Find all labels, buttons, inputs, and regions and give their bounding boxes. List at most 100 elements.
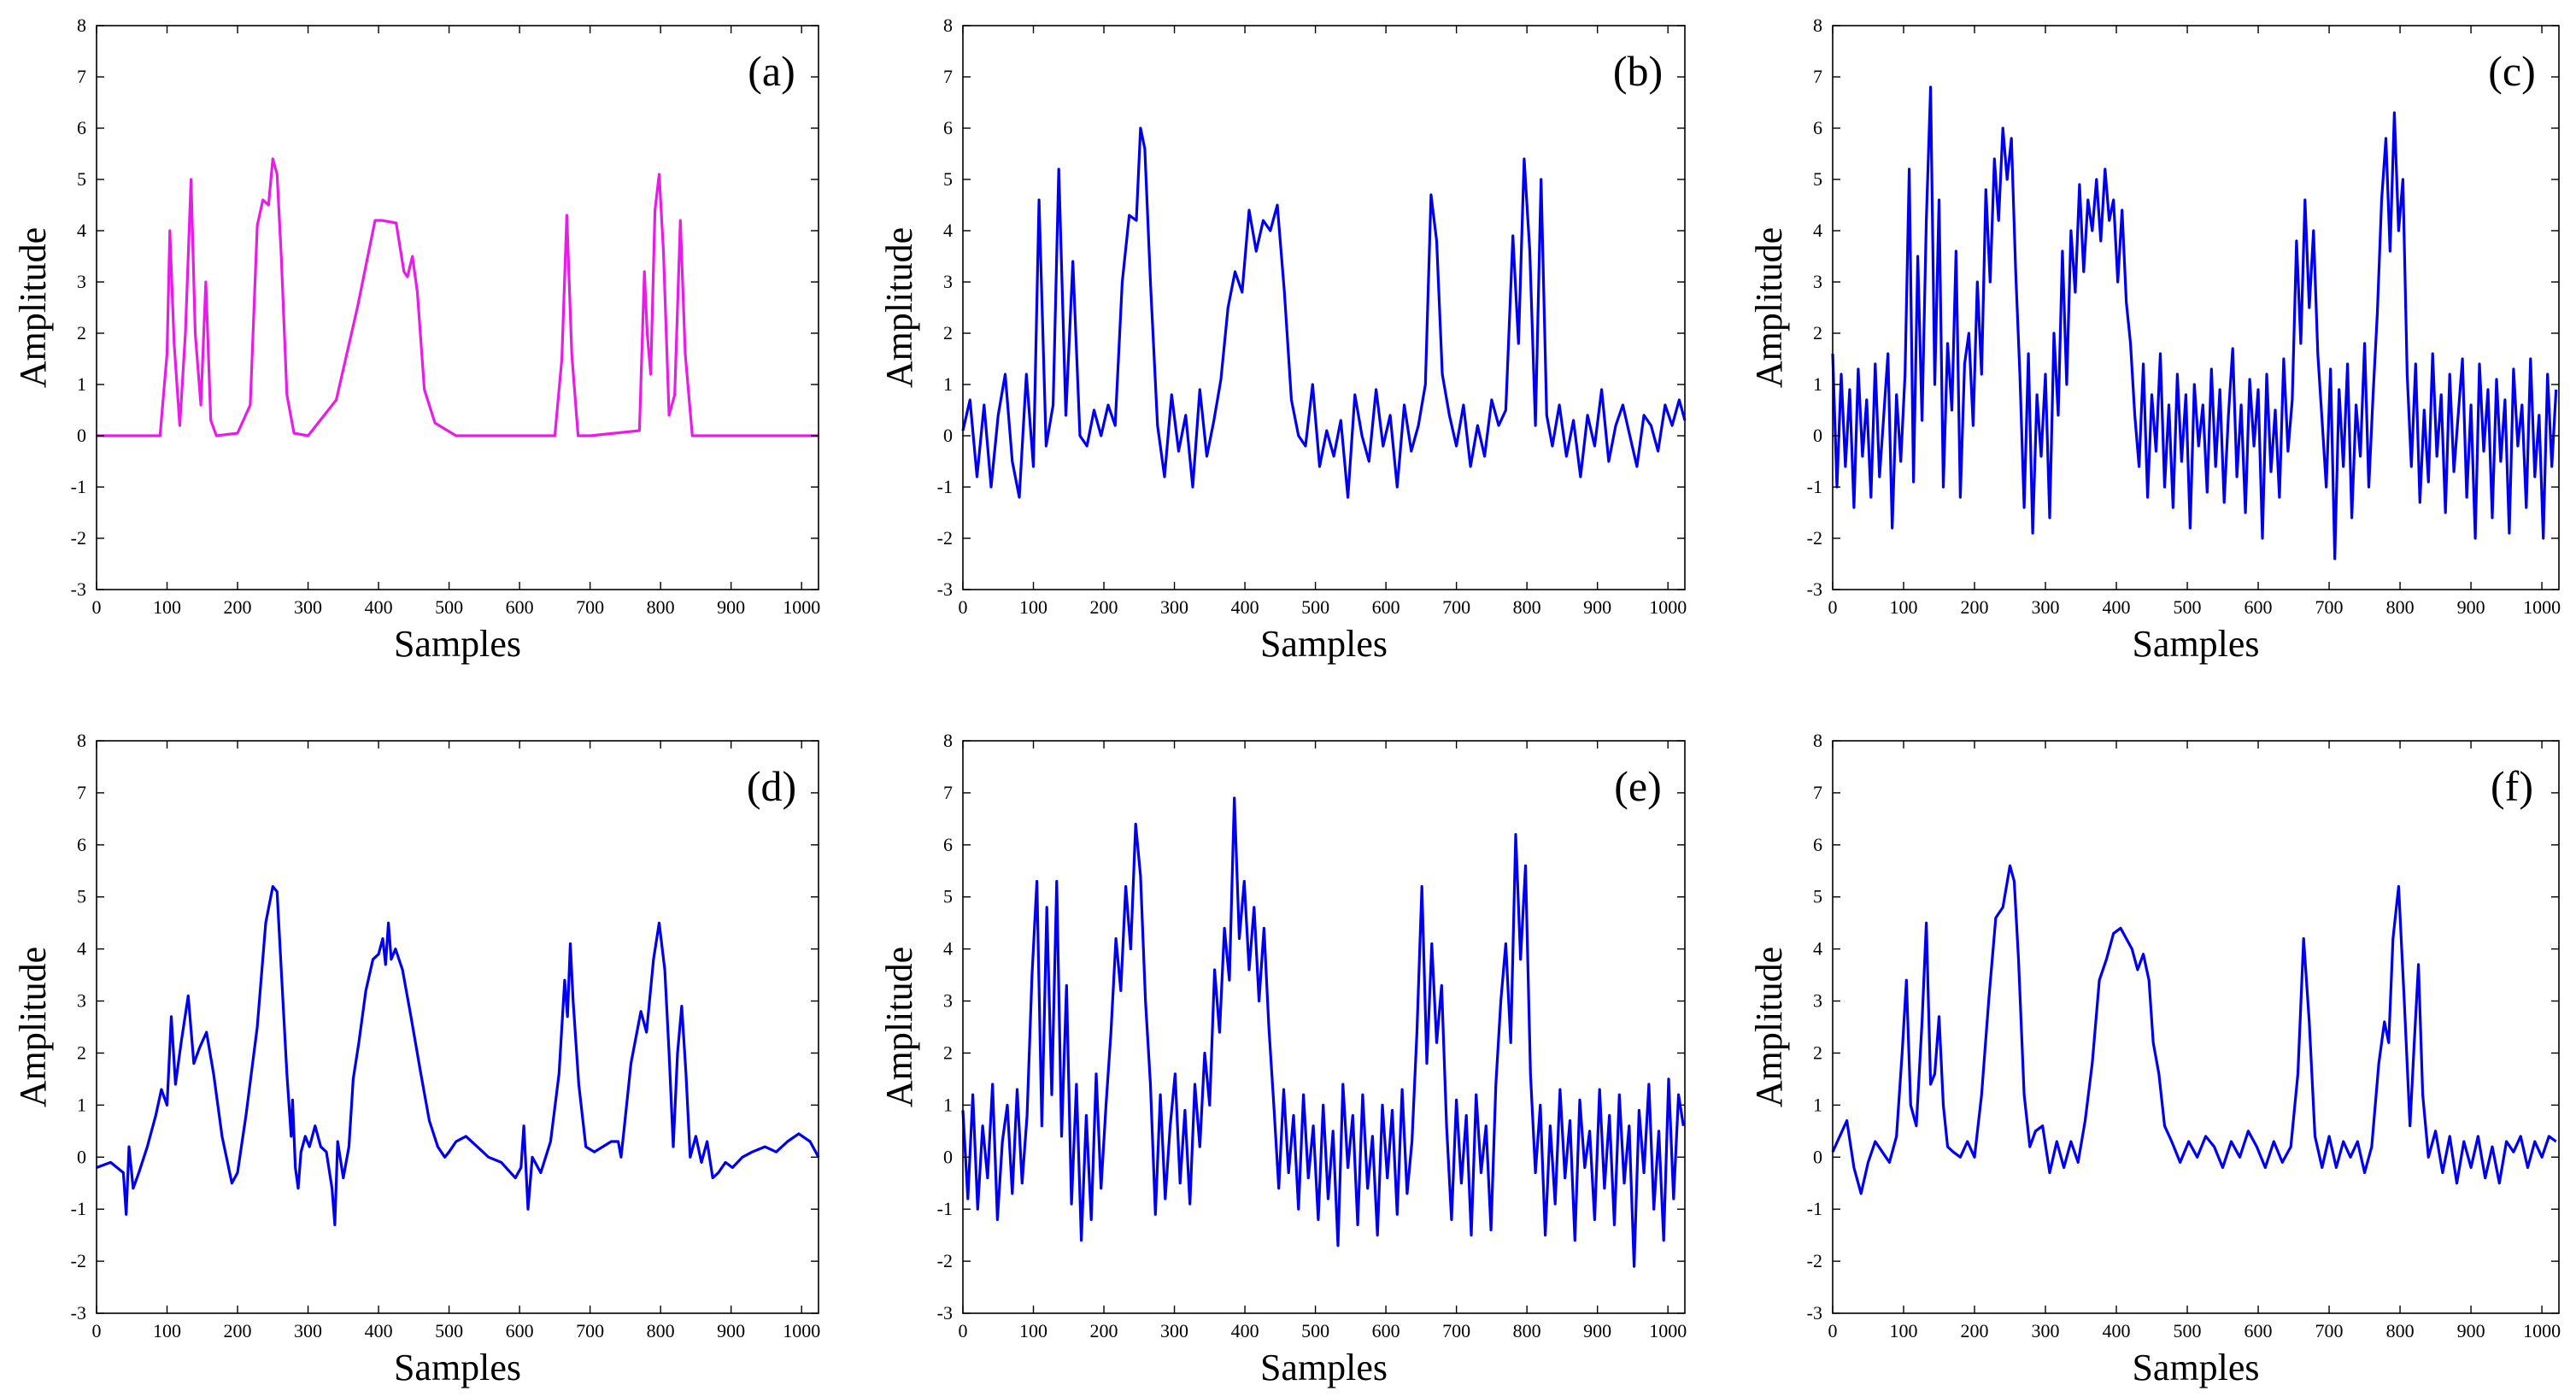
x-tick-label: 800 bbox=[1513, 1320, 1541, 1341]
x-tick-label: 400 bbox=[2103, 1320, 2131, 1341]
y-tick-label: 6 bbox=[943, 834, 953, 855]
y-tick-label: -1 bbox=[1807, 476, 1822, 497]
x-tick-label: 1000 bbox=[783, 596, 820, 618]
y-tick-label: 7 bbox=[943, 782, 953, 803]
y-tick-label: 1 bbox=[77, 373, 86, 395]
y-tick-label: 5 bbox=[943, 168, 953, 190]
x-axis-title: Samples bbox=[2132, 623, 2259, 665]
y-tick-label: 2 bbox=[943, 322, 953, 343]
panel-label-f: (f) bbox=[2491, 762, 2533, 810]
y-tick-label: 2 bbox=[1813, 322, 1822, 343]
y-tick-label: 3 bbox=[943, 990, 953, 1012]
x-axis-title: Samples bbox=[394, 1347, 521, 1388]
x-tick-label: 600 bbox=[2244, 596, 2273, 618]
x-tick-label: 0 bbox=[1828, 1320, 1838, 1341]
y-tick-label: 2 bbox=[1813, 1042, 1822, 1063]
x-tick-label: 800 bbox=[2386, 1320, 2415, 1341]
y-tick-label: -3 bbox=[937, 1302, 953, 1324]
plot-frame bbox=[96, 740, 819, 1314]
chart-panel-e: 0 100 200 300 400 500 600 700 800 900 1000 -3 -2 -1 0 1… bbox=[878, 730, 1687, 1388]
x-tick-label: 700 bbox=[2315, 596, 2344, 618]
x-axis-title: Samples bbox=[1260, 623, 1388, 665]
y-tick-label: 4 bbox=[943, 938, 953, 960]
x-tick-label: 300 bbox=[1160, 596, 1188, 618]
plot-frame bbox=[962, 25, 1686, 590]
y-tick-label: 5 bbox=[77, 886, 86, 907]
y-tick-label: 3 bbox=[1813, 271, 1822, 292]
y-tick-label: -1 bbox=[71, 476, 86, 497]
series-line-e bbox=[961, 796, 1685, 1268]
y-tick-label: -3 bbox=[1807, 1302, 1822, 1324]
y-tick-label: 4 bbox=[77, 220, 86, 241]
x-tick-label: 600 bbox=[506, 596, 534, 618]
chart-panel-c: 0 100 200 300 400 500 600 700 800 900 1000 -3 -2 -1 0 1… bbox=[1748, 15, 2561, 665]
x-axis-title: Samples bbox=[2132, 1347, 2259, 1388]
plot-frame bbox=[1832, 25, 2560, 590]
y-tick-label: 3 bbox=[77, 271, 86, 292]
x-tick-label: 600 bbox=[1372, 596, 1400, 618]
y-tick-label: 8 bbox=[77, 730, 86, 751]
x-tick-label: 400 bbox=[1231, 596, 1259, 618]
x-tick-label: 500 bbox=[435, 1320, 463, 1341]
x-tick-label: 500 bbox=[435, 596, 463, 618]
x-tick-label: 100 bbox=[1019, 1320, 1047, 1341]
y-axis-title: Amplitude bbox=[878, 227, 920, 388]
plot-frame bbox=[962, 740, 1686, 1314]
panel-label-b: (b) bbox=[1613, 47, 1663, 95]
y-tick-label: 7 bbox=[77, 782, 86, 803]
chart-panel-d: 0 100 200 300 400 500 600 700 800 900 1000 -3 -2 -1 0 1… bbox=[12, 730, 820, 1388]
y-tick-label: 1 bbox=[1813, 373, 1822, 395]
x-tick-label: 900 bbox=[1583, 596, 1611, 618]
panel-label-a: (a) bbox=[748, 47, 795, 95]
x-tick-label: 400 bbox=[2103, 596, 2131, 618]
x-tick-label: 100 bbox=[1019, 596, 1047, 618]
y-tick-label: 0 bbox=[943, 425, 953, 446]
x-tick-label: 200 bbox=[1090, 1320, 1118, 1341]
x-tick-label: 900 bbox=[2457, 596, 2485, 618]
x-tick-label: 600 bbox=[506, 1320, 534, 1341]
y-tick-label: 6 bbox=[1813, 117, 1822, 138]
plot-frame bbox=[1832, 740, 2560, 1314]
x-tick-label: 200 bbox=[1961, 1320, 1989, 1341]
x-tick-label: 500 bbox=[2174, 1320, 2202, 1341]
y-tick-label: 8 bbox=[1813, 15, 1822, 36]
x-tick-label: 300 bbox=[1160, 1320, 1188, 1341]
x-tick-label: 400 bbox=[1231, 1320, 1259, 1341]
y-tick-label: -1 bbox=[1807, 1198, 1822, 1219]
y-tick-label: 5 bbox=[77, 168, 86, 190]
y-tick-label: 3 bbox=[1813, 990, 1822, 1012]
x-tick-label: 500 bbox=[1301, 596, 1329, 618]
x-tick-label: 100 bbox=[1890, 596, 1918, 618]
x-tick-label: 900 bbox=[717, 1320, 745, 1341]
x-tick-label: 1000 bbox=[1649, 596, 1687, 618]
y-tick-label: 0 bbox=[1813, 425, 1822, 446]
plot-frame bbox=[96, 25, 819, 590]
y-axis-title: Amplitude bbox=[878, 947, 920, 1107]
y-tick-label: 6 bbox=[943, 117, 953, 138]
x-tick-label: 0 bbox=[92, 1320, 102, 1341]
x-tick-label: 200 bbox=[1961, 596, 1989, 618]
panel-label-d: (d) bbox=[747, 762, 796, 810]
y-tick-label: 8 bbox=[1813, 730, 1822, 751]
x-tick-label: 900 bbox=[1583, 1320, 1611, 1341]
x-tick-label: 100 bbox=[153, 1320, 181, 1341]
series-line-a bbox=[97, 157, 819, 437]
x-tick-label: 200 bbox=[1090, 596, 1118, 618]
y-tick-label: 4 bbox=[943, 220, 953, 241]
x-tick-label: 300 bbox=[294, 596, 322, 618]
x-tick-label: 800 bbox=[647, 1320, 675, 1341]
x-tick-label: 700 bbox=[576, 596, 604, 618]
x-tick-label: 200 bbox=[224, 1320, 252, 1341]
x-tick-label: 700 bbox=[576, 1320, 604, 1341]
y-tick-label: 5 bbox=[943, 886, 953, 907]
y-tick-label: 8 bbox=[943, 15, 953, 36]
x-tick-label: 100 bbox=[153, 596, 181, 618]
x-tick-label: 1000 bbox=[2523, 596, 2561, 618]
y-tick-label: 2 bbox=[943, 1042, 953, 1063]
chart-panel-a: 0 100 200 300 400 500 600 700 800 900 1000 -3 -2 -1 0 1… bbox=[12, 15, 820, 665]
y-tick-label: -2 bbox=[71, 527, 86, 549]
y-tick-label: 0 bbox=[943, 1146, 953, 1167]
y-tick-label: 4 bbox=[77, 938, 86, 960]
y-tick-label: -2 bbox=[937, 527, 953, 549]
chart-panel-b: 0 100 200 300 400 500 600 700 800 900 1000 -3 -2 -1 0 1… bbox=[878, 15, 1687, 665]
